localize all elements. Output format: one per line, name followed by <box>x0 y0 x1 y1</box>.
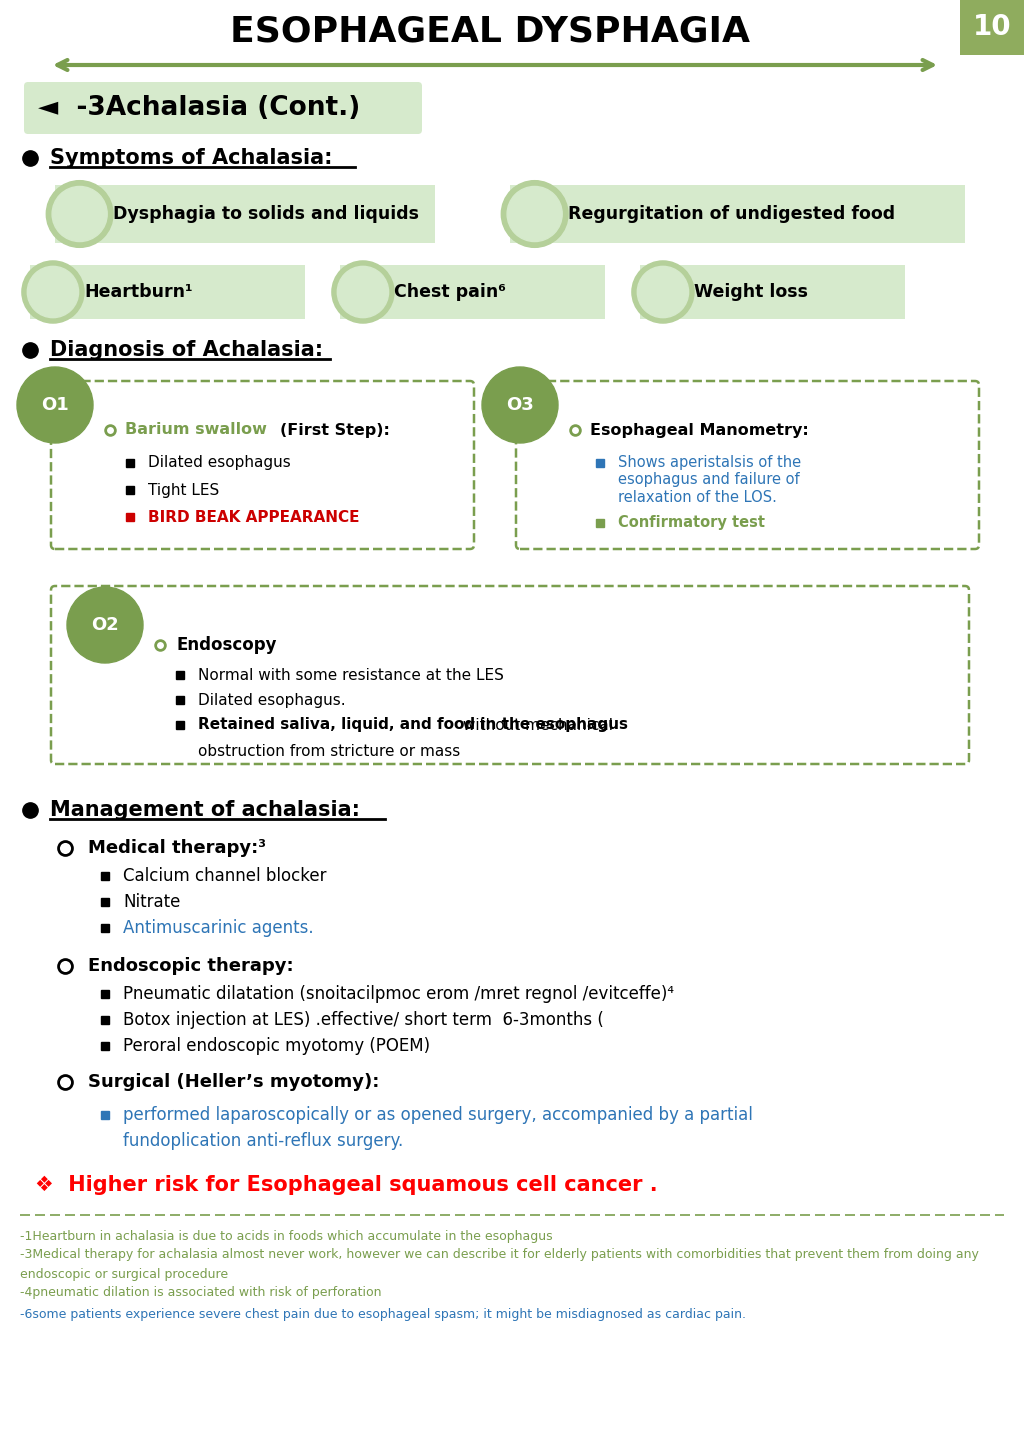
Text: Esophageal Manometry:: Esophageal Manometry: <box>590 423 809 438</box>
Circle shape <box>332 261 394 323</box>
Text: Endoscopic therapy:: Endoscopic therapy: <box>88 956 294 975</box>
Text: (First Step):: (First Step): <box>280 423 390 438</box>
Text: Normal with some resistance at the LES: Normal with some resistance at the LES <box>198 668 504 682</box>
Text: Dysphagia to solids and liquids: Dysphagia to solids and liquids <box>113 204 419 223</box>
Text: ◄  -3Achalasia (Cont.): ◄ -3Achalasia (Cont.) <box>38 96 360 122</box>
Text: Dilated esophagus: Dilated esophagus <box>148 455 291 471</box>
FancyBboxPatch shape <box>516 381 979 549</box>
Text: Nitrate: Nitrate <box>123 893 180 911</box>
Circle shape <box>67 587 143 664</box>
Circle shape <box>482 367 558 443</box>
Text: O1: O1 <box>41 396 69 414</box>
FancyBboxPatch shape <box>51 585 969 764</box>
Circle shape <box>507 187 562 242</box>
Text: Regurgitation of undigested food: Regurgitation of undigested food <box>568 204 895 223</box>
Text: -1Heartburn in achalasia is due to acids in foods which accumulate in the esopha: -1Heartburn in achalasia is due to acids… <box>20 1230 553 1243</box>
Text: Management of achalasia:: Management of achalasia: <box>50 800 360 820</box>
Text: Dilated esophagus.: Dilated esophagus. <box>198 693 346 707</box>
FancyBboxPatch shape <box>51 381 474 549</box>
Text: fundoplication anti-reflux surgery.: fundoplication anti-reflux surgery. <box>123 1132 403 1151</box>
Text: Barium swallow: Barium swallow <box>125 423 272 438</box>
Text: Shows aperistalsis of the
esophagus and failure of
relaxation of the LOS.: Shows aperistalsis of the esophagus and … <box>618 455 801 504</box>
Text: obstruction from stricture or mass: obstruction from stricture or mass <box>198 745 460 759</box>
Circle shape <box>632 261 694 323</box>
Circle shape <box>17 367 93 443</box>
Text: endoscopic or surgical procedure: endoscopic or surgical procedure <box>20 1268 228 1281</box>
Circle shape <box>502 181 568 248</box>
FancyBboxPatch shape <box>55 185 435 243</box>
FancyBboxPatch shape <box>640 265 905 319</box>
Text: Medical therapy:³: Medical therapy:³ <box>88 839 266 856</box>
Text: ❖  Higher risk for Esophageal squamous cell cancer .: ❖ Higher risk for Esophageal squamous ce… <box>35 1175 657 1195</box>
Circle shape <box>28 267 79 317</box>
Text: ESOPHAGEAL DYSPHAGIA: ESOPHAGEAL DYSPHAGIA <box>230 14 750 49</box>
Text: Weight loss: Weight loss <box>694 283 808 301</box>
Text: 10: 10 <box>973 13 1012 41</box>
Text: -6some patients experience severe chest pain due to esophageal spasm; it might b: -6some patients experience severe chest … <box>20 1308 746 1321</box>
FancyBboxPatch shape <box>961 0 1024 55</box>
Text: O3: O3 <box>506 396 534 414</box>
Text: Heartburn¹: Heartburn¹ <box>84 283 193 301</box>
FancyBboxPatch shape <box>24 83 422 133</box>
FancyBboxPatch shape <box>340 265 605 319</box>
Text: Endoscopy: Endoscopy <box>176 636 276 653</box>
Circle shape <box>637 267 688 317</box>
Text: Symptoms of Achalasia:: Symptoms of Achalasia: <box>50 148 333 168</box>
Text: without mechanical: without mechanical <box>458 717 613 733</box>
Text: performed laparoscopically or as opened surgery, accompanied by a partial: performed laparoscopically or as opened … <box>123 1106 753 1124</box>
Text: Peroral endoscopic myotomy (POEM): Peroral endoscopic myotomy (POEM) <box>123 1037 430 1055</box>
Text: Confirmatory test: Confirmatory test <box>618 516 765 530</box>
FancyBboxPatch shape <box>510 185 965 243</box>
Text: Pneumatic dilatation (snoitacilpmoc erom /mret regnol /evitceffe)⁴: Pneumatic dilatation (snoitacilpmoc erom… <box>123 985 674 1003</box>
Text: Calcium channel blocker: Calcium channel blocker <box>123 867 327 885</box>
Circle shape <box>337 267 388 317</box>
Text: -4pneumatic dilation is associated with risk of perforation: -4pneumatic dilation is associated with … <box>20 1287 382 1298</box>
Text: Surgical (Heller’s myotomy):: Surgical (Heller’s myotomy): <box>88 1074 379 1091</box>
FancyBboxPatch shape <box>30 265 305 319</box>
Circle shape <box>22 261 84 323</box>
Circle shape <box>52 187 108 242</box>
Text: Diagnosis of Achalasia:: Diagnosis of Achalasia: <box>50 341 324 359</box>
Text: O2: O2 <box>91 616 119 635</box>
Text: BIRD BEAK APPEARANCE: BIRD BEAK APPEARANCE <box>148 510 359 525</box>
Text: Chest pain⁶: Chest pain⁶ <box>394 283 506 301</box>
Text: Botox injection at LES) .effective/ short term  6-3months (: Botox injection at LES) .effective/ shor… <box>123 1011 604 1029</box>
Text: Tight LES: Tight LES <box>148 483 219 497</box>
Circle shape <box>46 181 113 248</box>
Text: Retained saliva, liquid, and food in the esophagus: Retained saliva, liquid, and food in the… <box>198 717 628 733</box>
Text: -3Medical therapy for achalasia almost never work, however we can describe it fo: -3Medical therapy for achalasia almost n… <box>20 1248 979 1261</box>
Text: Antimuscarinic agents.: Antimuscarinic agents. <box>123 919 313 938</box>
